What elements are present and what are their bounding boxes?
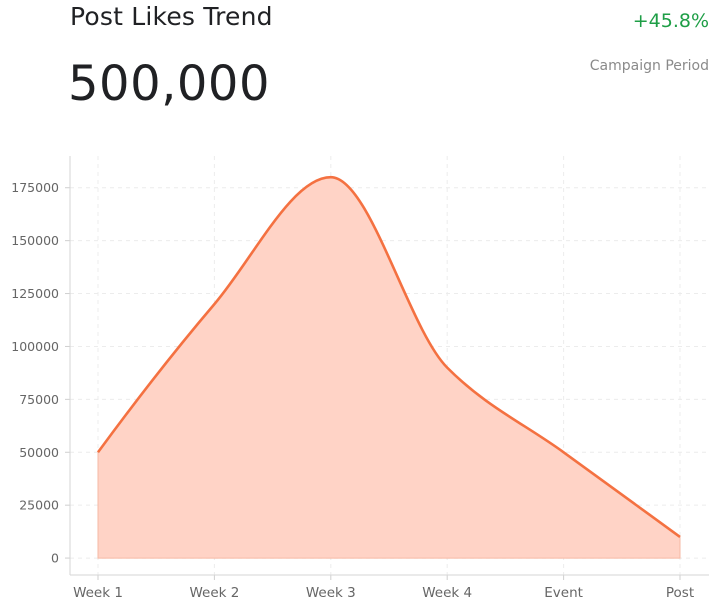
y-tick-label: 125000 — [11, 286, 59, 301]
x-tick-label: Event — [544, 585, 583, 601]
period-label: Campaign Period — [589, 58, 709, 74]
x-tick-labels: Week 1 Week 2 Week 3 Week 4 Event Post — [73, 585, 694, 601]
area-fill — [97, 176, 681, 559]
change-badge: +45.8% — [632, 10, 709, 32]
total-likes: 500,000 — [68, 56, 270, 112]
data-point — [95, 449, 101, 455]
x-tick-label: Week 3 — [306, 585, 356, 601]
y-tick-label: 150000 — [11, 233, 59, 248]
x-tick-label: Week 1 — [73, 585, 123, 601]
y-tick-label: 0 — [51, 551, 59, 566]
y-tick-label: 50000 — [19, 445, 59, 460]
data-point — [328, 174, 334, 180]
x-tick-label: Week 4 — [422, 585, 472, 601]
x-tick-label: Post — [666, 585, 694, 601]
y-tick-label: 100000 — [11, 339, 59, 354]
data-point — [561, 449, 567, 455]
y-tick-label: 175000 — [11, 180, 59, 195]
area-layer — [95, 174, 683, 559]
data-point — [211, 301, 217, 307]
data-point — [677, 534, 683, 540]
y-tick-label: 75000 — [19, 392, 59, 407]
series-line — [96, 175, 681, 538]
chart-title: Post Likes Trend — [70, 2, 273, 31]
data-point — [444, 365, 450, 371]
y-tick-label: 25000 — [19, 498, 59, 513]
x-tick-label: Week 2 — [189, 585, 239, 601]
y-tick-labels: 0 25000 50000 75000 100000 125000 150000 175000 — [11, 180, 59, 565]
axes — [65, 156, 709, 580]
